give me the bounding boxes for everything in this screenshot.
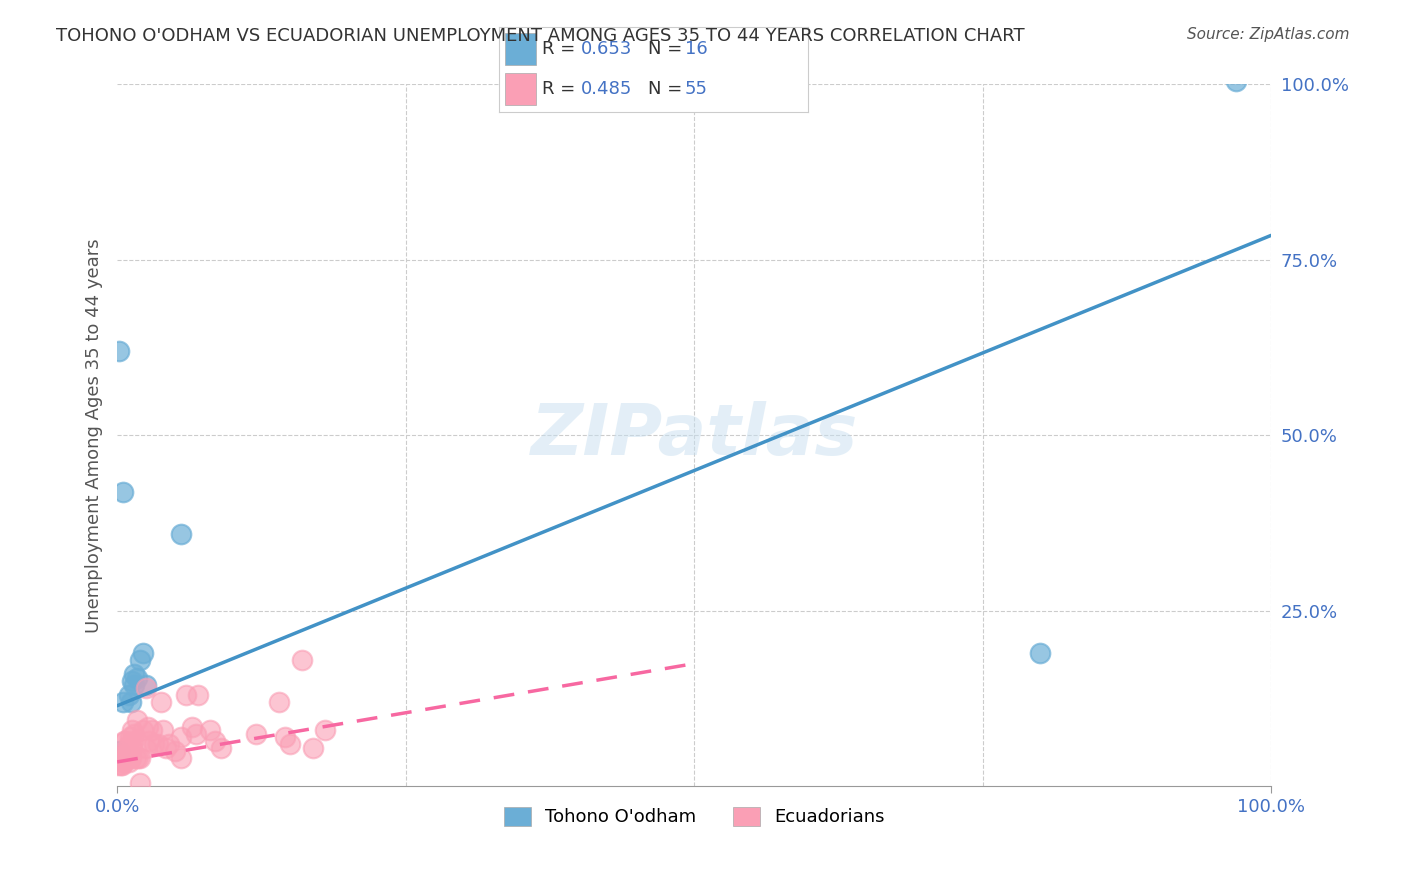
Point: [138, 734, 160, 748]
Point: [117, 744, 139, 758]
Point: [278, 737, 301, 751]
Point: [107, 758, 129, 772]
Point: [125, 671, 148, 685]
Point: [150, 695, 173, 709]
Point: [111, 758, 134, 772]
Point: [121, 723, 143, 738]
Text: 16: 16: [685, 40, 707, 58]
Text: Source: ZipAtlas.com: Source: ZipAtlas.com: [1187, 27, 1350, 42]
Text: 55: 55: [685, 79, 707, 97]
Bar: [505, 72, 536, 104]
Point: [181, 720, 204, 734]
Point: [111, 751, 134, 765]
Point: [127, 751, 149, 765]
Point: [187, 688, 209, 702]
Legend: Tohono O'odham, Ecuadorians: Tohono O'odham, Ecuadorians: [496, 800, 891, 834]
Point: [157, 737, 180, 751]
Text: 0.485: 0.485: [581, 79, 633, 97]
Point: [135, 740, 157, 755]
Point: [110, 758, 132, 772]
Point: [198, 723, 221, 738]
Point: [129, 653, 152, 667]
Point: [138, 720, 160, 734]
Point: [209, 740, 232, 755]
Point: [120, 751, 142, 765]
Point: [169, 526, 191, 541]
Point: [118, 755, 141, 769]
Point: [124, 727, 146, 741]
Point: [115, 747, 138, 762]
Point: [114, 734, 136, 748]
Point: [131, 646, 153, 660]
Point: [111, 755, 134, 769]
Point: [314, 723, 336, 738]
Point: [121, 674, 143, 689]
Point: [169, 731, 191, 745]
Point: [111, 484, 134, 499]
Point: [135, 678, 157, 692]
Point: [302, 740, 325, 755]
Point: [125, 713, 148, 727]
Text: R =: R =: [543, 79, 582, 97]
Point: [112, 755, 135, 769]
Point: [117, 740, 139, 755]
Point: [129, 751, 152, 765]
Point: [118, 731, 141, 745]
Point: [135, 681, 157, 696]
Point: [184, 727, 207, 741]
Point: [267, 695, 290, 709]
Point: [124, 678, 146, 692]
Point: [131, 723, 153, 738]
Point: [124, 751, 146, 765]
Point: [120, 695, 142, 709]
Point: [118, 737, 141, 751]
Point: [169, 751, 191, 765]
Point: [124, 667, 146, 681]
Point: [176, 688, 198, 702]
Point: [155, 740, 177, 755]
Point: [122, 734, 145, 748]
Point: [121, 740, 143, 755]
Point: [143, 737, 166, 751]
Text: 0.653: 0.653: [581, 40, 633, 58]
Point: [291, 653, 314, 667]
Point: [1029, 646, 1052, 660]
Point: [114, 751, 136, 765]
Point: [108, 751, 131, 765]
Point: [108, 344, 131, 359]
Point: [108, 744, 131, 758]
Text: ZIPatlas: ZIPatlas: [530, 401, 858, 470]
Text: N =: N =: [648, 40, 688, 58]
Point: [118, 688, 141, 702]
Bar: [505, 33, 536, 65]
Point: [146, 737, 169, 751]
Point: [112, 734, 135, 748]
Text: R =: R =: [543, 40, 582, 58]
Point: [141, 723, 163, 738]
Point: [245, 727, 267, 741]
Text: TOHONO O'ODHAM VS ECUADORIAN UNEMPLOYMENT AMONG AGES 35 TO 44 YEARS CORRELATION : TOHONO O'ODHAM VS ECUADORIAN UNEMPLOYMEN…: [56, 27, 1025, 45]
Point: [204, 734, 226, 748]
Point: [1225, 74, 1247, 88]
Y-axis label: Unemployment Among Ages 35 to 44 years: Unemployment Among Ages 35 to 44 years: [86, 238, 103, 632]
Point: [111, 695, 134, 709]
Point: [163, 744, 186, 758]
Point: [129, 776, 152, 790]
Point: [273, 731, 295, 745]
Text: N =: N =: [648, 79, 688, 97]
Point: [152, 723, 174, 738]
